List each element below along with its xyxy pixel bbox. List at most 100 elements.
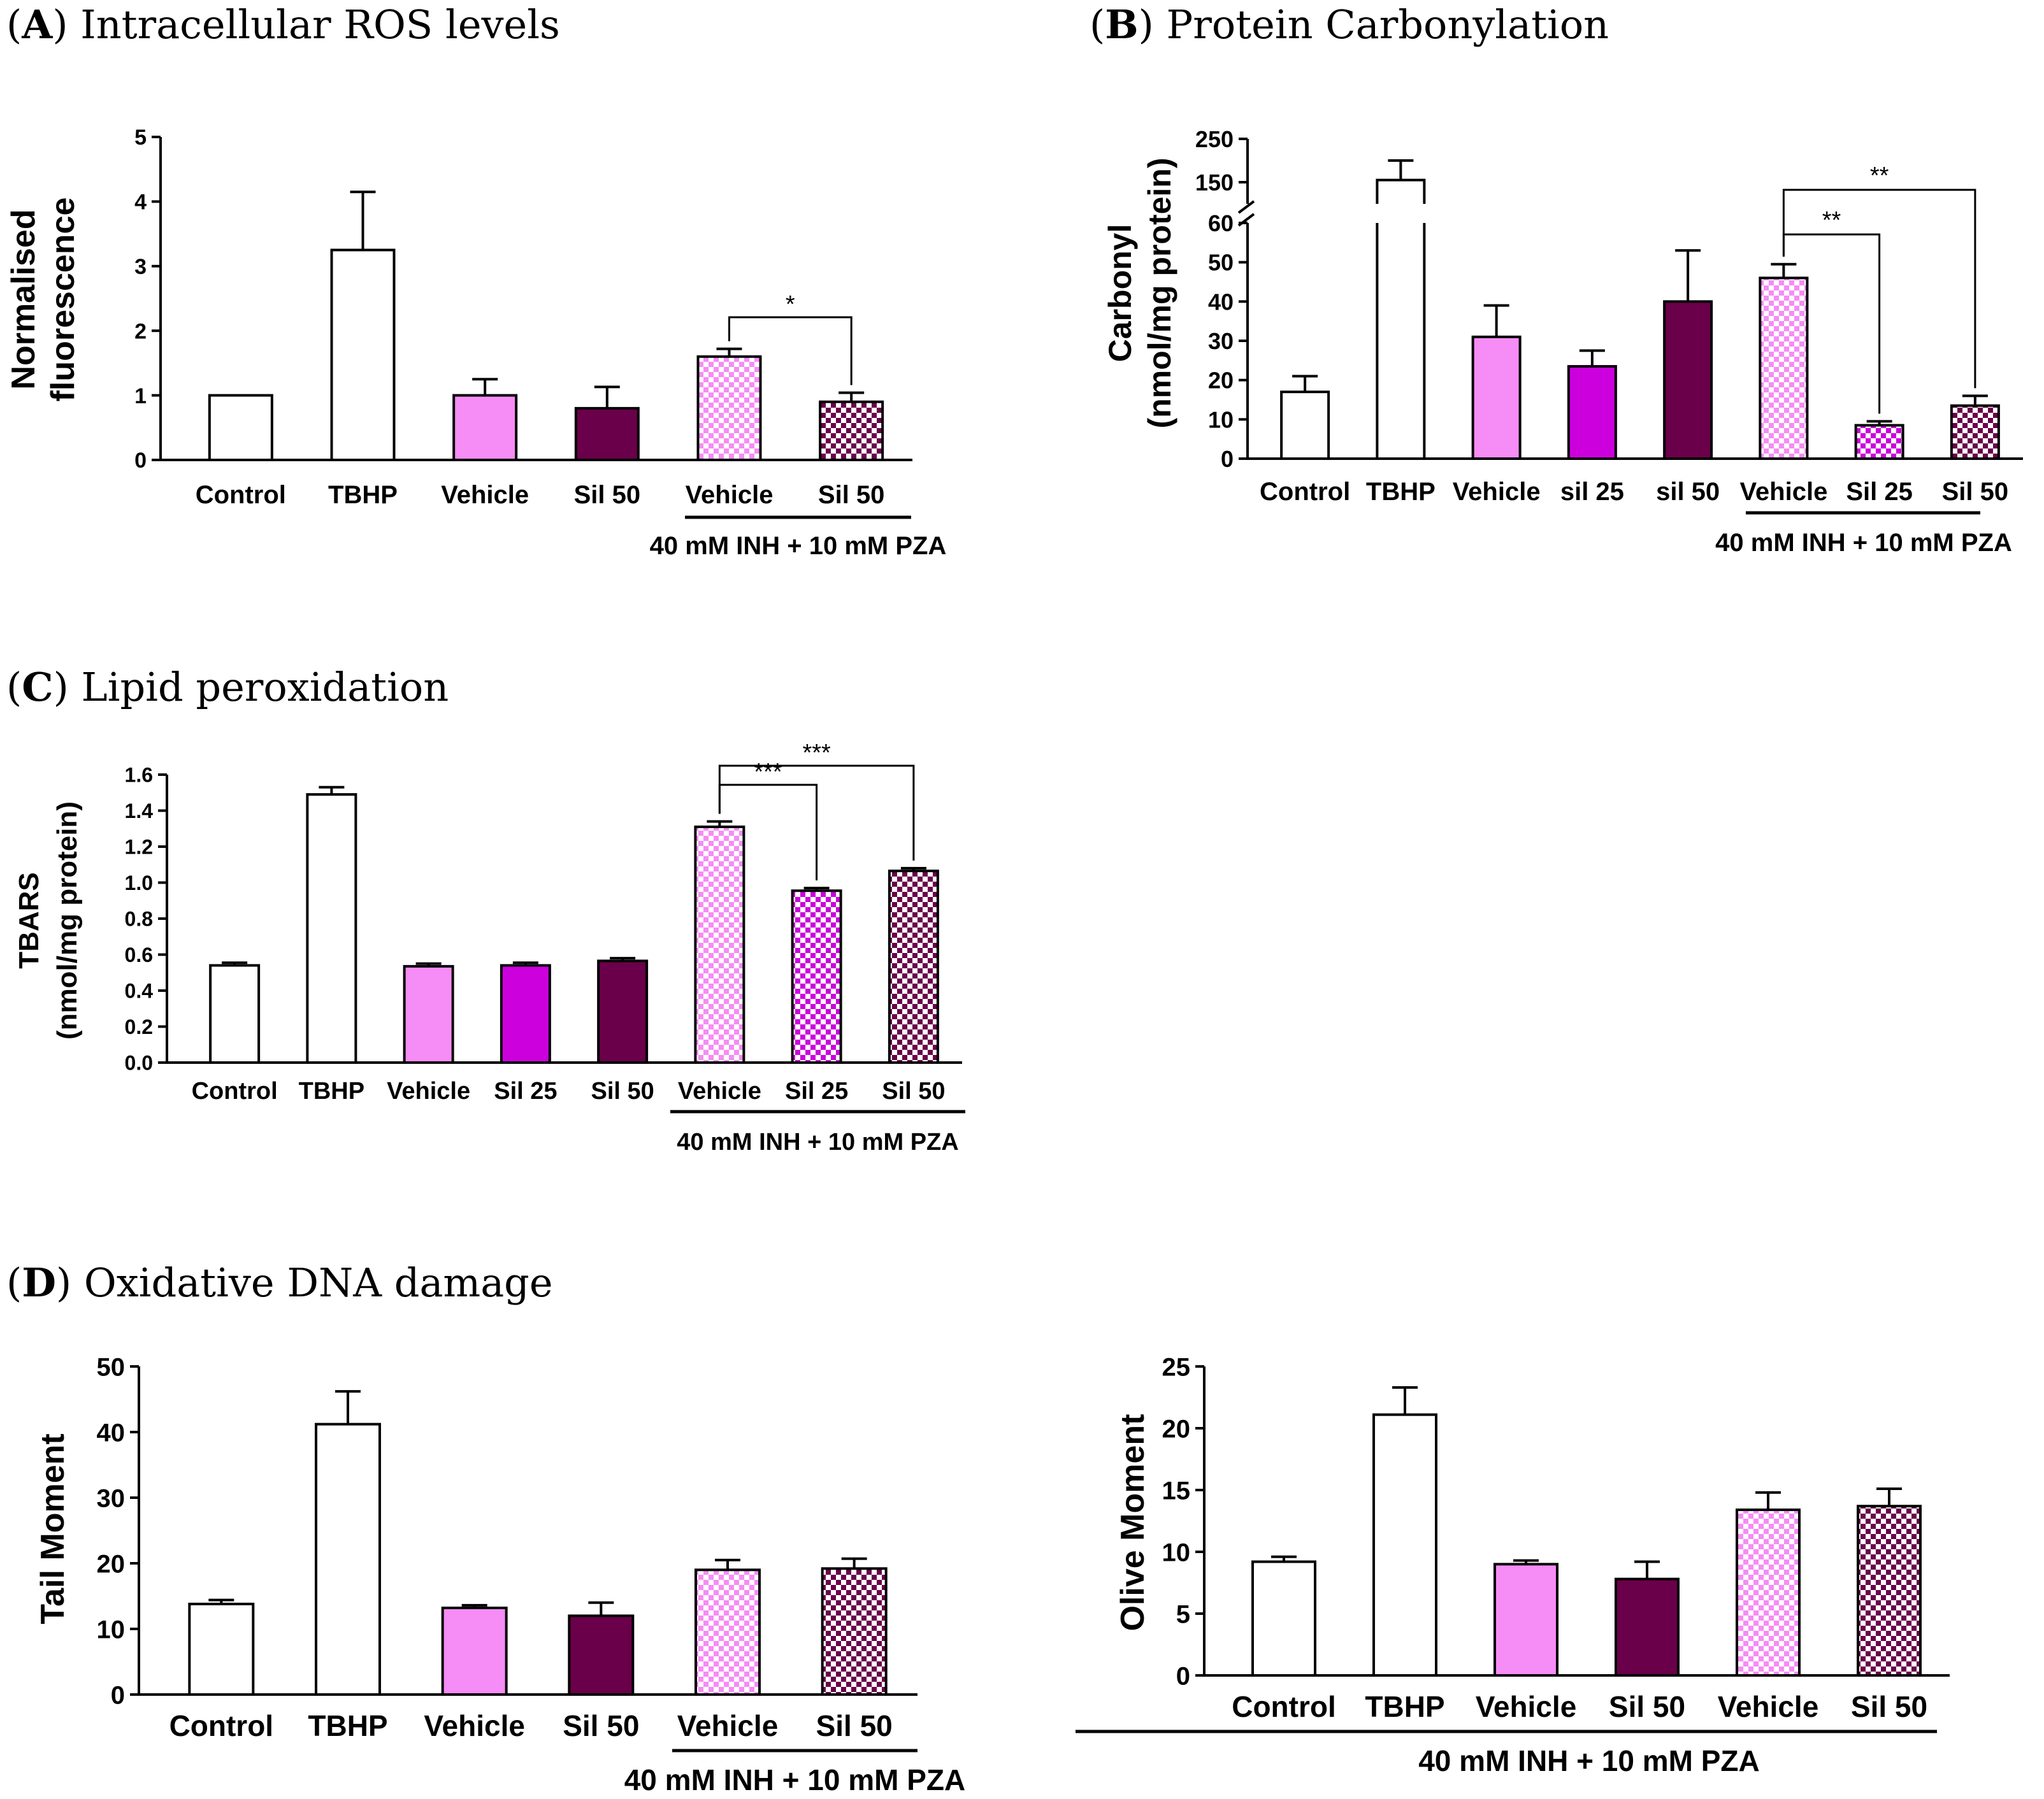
significance-label: ** [1870, 162, 1889, 189]
y-tick-label: 10 [97, 1616, 126, 1644]
x-tick-label: Vehicle [686, 481, 774, 509]
y-tick-label: 30 [1208, 328, 1234, 354]
y-tick-label: 1.4 [125, 799, 154, 822]
x-tick-label: Control [196, 481, 286, 509]
y-tick-label: 0 [1176, 1662, 1190, 1690]
significance-bracket [1782, 189, 1976, 389]
panel-a-title: (A) Intracellular ROS levels [6, 1, 560, 48]
y-tick-label: 20 [1208, 368, 1234, 394]
x-tick-label: Control [1260, 478, 1350, 506]
y-tick-label: 25 [1162, 1353, 1191, 1381]
bar-2 [330, 248, 396, 461]
x-tick-label: Sil 50 [882, 1078, 945, 1105]
y-axis-label-line: Tail Moment [34, 1433, 71, 1624]
bar-3 [452, 394, 518, 461]
x-tick-label: Sil 25 [1846, 478, 1913, 506]
y-tick-label: 10 [1208, 406, 1234, 433]
x-tick-label: Sil 50 [1851, 1690, 1927, 1723]
y-axis-label: Normalisedfluorescence [5, 197, 82, 402]
y-axis-label-line: (nmol/mg protein) [52, 801, 83, 1040]
group-label: 40 mM INH + 10 mM PZA [1418, 1744, 1760, 1777]
bar-4 [500, 964, 551, 1064]
y-tick-label: 2 [134, 319, 147, 343]
x-tick-label: Vehicle [1739, 478, 1827, 506]
bar-8 [888, 870, 939, 1064]
y-axis-label: Olive Moment [1114, 1414, 1151, 1631]
x-tick-label: Sil 50 [563, 1709, 639, 1742]
bar-3 [1493, 1563, 1558, 1677]
x-tick-label: sil 50 [1656, 478, 1720, 506]
x-tick-label: Sil 25 [494, 1078, 557, 1105]
x-tick-label: TBHP [1365, 1690, 1444, 1723]
bar-2-lower [1376, 223, 1426, 459]
x-tick-label: Sil 50 [818, 481, 885, 509]
bar-1 [209, 964, 261, 1064]
y-tick-label: 5 [1176, 1600, 1190, 1628]
x-tick-label: Control [169, 1709, 274, 1742]
group-label: 40 mM INH + 10 mM PZA [624, 1763, 966, 1796]
y-tick-label: 1.2 [125, 836, 153, 859]
bar-5 [695, 1568, 761, 1696]
y-tick-label: 0.6 [125, 943, 153, 966]
panel-d-title: (D) Oxidative DNA damage [6, 1259, 553, 1306]
panel-b-title: (B) Protein Carbonylation [1090, 1, 1609, 48]
chart-panel-a: 0 1 2 3 4 5 Normalisedfluorescence Control TBHP V… [5, 125, 946, 560]
panel-b-letter: B [1105, 1, 1138, 48]
panel-d-letter: D [22, 1259, 56, 1306]
panel-c-title: (C) Lipid peroxidation [6, 664, 449, 710]
bar-4 [1615, 1577, 1680, 1677]
chart-panel-d-olive: 0 5 10 15 20 25 Olive Moment Control TBHP Vehicle… [1076, 1353, 1950, 1777]
bar-6 [821, 1567, 888, 1696]
bar-4 [568, 1614, 635, 1696]
bar-2 [315, 1423, 381, 1696]
bar-4 [574, 406, 640, 462]
y-tick-label: 5 [134, 125, 147, 150]
y-tick-label: 50 [1208, 250, 1234, 276]
bar-5 [1736, 1509, 1801, 1677]
chart-panel-b: 0 10 20 30 40 50 60 150 250 Carbonyl (nmol/mg prot… [1102, 126, 2023, 557]
y-axis-label-line: TBARS [13, 872, 45, 969]
y-tick-label: 4 [134, 190, 147, 215]
bar-6 [1759, 276, 1809, 460]
chart-panel-d-tail: 0 10 20 30 40 50 Tail Moment Control TBHP Vehicle… [34, 1353, 965, 1796]
y-tick-label: 0 [1221, 446, 1234, 472]
y-tick-label: 1.6 [125, 764, 153, 787]
bar-2 [1372, 1413, 1437, 1677]
y-tick-label: 1.0 [125, 871, 153, 894]
x-tick-label: Sil 50 [1942, 478, 2009, 506]
y-axis-label-line: fluorescence [45, 197, 82, 402]
y-tick-label: 60 [1208, 210, 1234, 236]
y-axis-label: Carbonyl (nmol/mg protein) [1102, 158, 1177, 429]
x-tick-label: TBHP [308, 1709, 387, 1742]
y-tick-label: 150 [1195, 169, 1234, 196]
x-tick-label: TBHP [328, 481, 398, 509]
x-tick-label: TBHP [1366, 478, 1436, 506]
y-tick-label: 3 [134, 255, 147, 279]
y-axis-label-line: (nmol/mg protein) [1142, 158, 1177, 429]
x-tick-label: Vehicle [1718, 1690, 1819, 1723]
bar-3 [403, 964, 454, 1064]
y-tick-label: 20 [97, 1550, 126, 1578]
x-tick-label: Sil 25 [785, 1078, 848, 1105]
x-tick-label: Sil 50 [574, 481, 641, 509]
panel-b-title-text: Protein Carbonylation [1167, 1, 1609, 48]
significance-label: ** [1822, 207, 1841, 234]
y-tick-label: 0.2 [125, 1015, 153, 1038]
bar-5 [1663, 300, 1713, 461]
x-tick-label: Control [1232, 1690, 1336, 1723]
significance-bracket [718, 764, 915, 861]
axis-break-mark [1237, 200, 1255, 214]
y-axis-label-line: Carbonyl [1102, 224, 1138, 362]
bar-5 [696, 355, 762, 462]
x-tick-label: Sil 50 [591, 1078, 654, 1105]
panel-c-title-text: Lipid peroxidation [81, 664, 449, 710]
panel-c-letter: C [22, 664, 53, 710]
bar-2 [306, 793, 357, 1064]
panel-a-letter: A [21, 1, 53, 48]
x-tick-label: Vehicle [678, 1078, 761, 1105]
y-tick-label: 50 [97, 1353, 126, 1381]
significance-label: *** [802, 740, 831, 766]
significance-label: * [786, 291, 795, 318]
x-tick-label: sil 25 [1560, 478, 1624, 506]
